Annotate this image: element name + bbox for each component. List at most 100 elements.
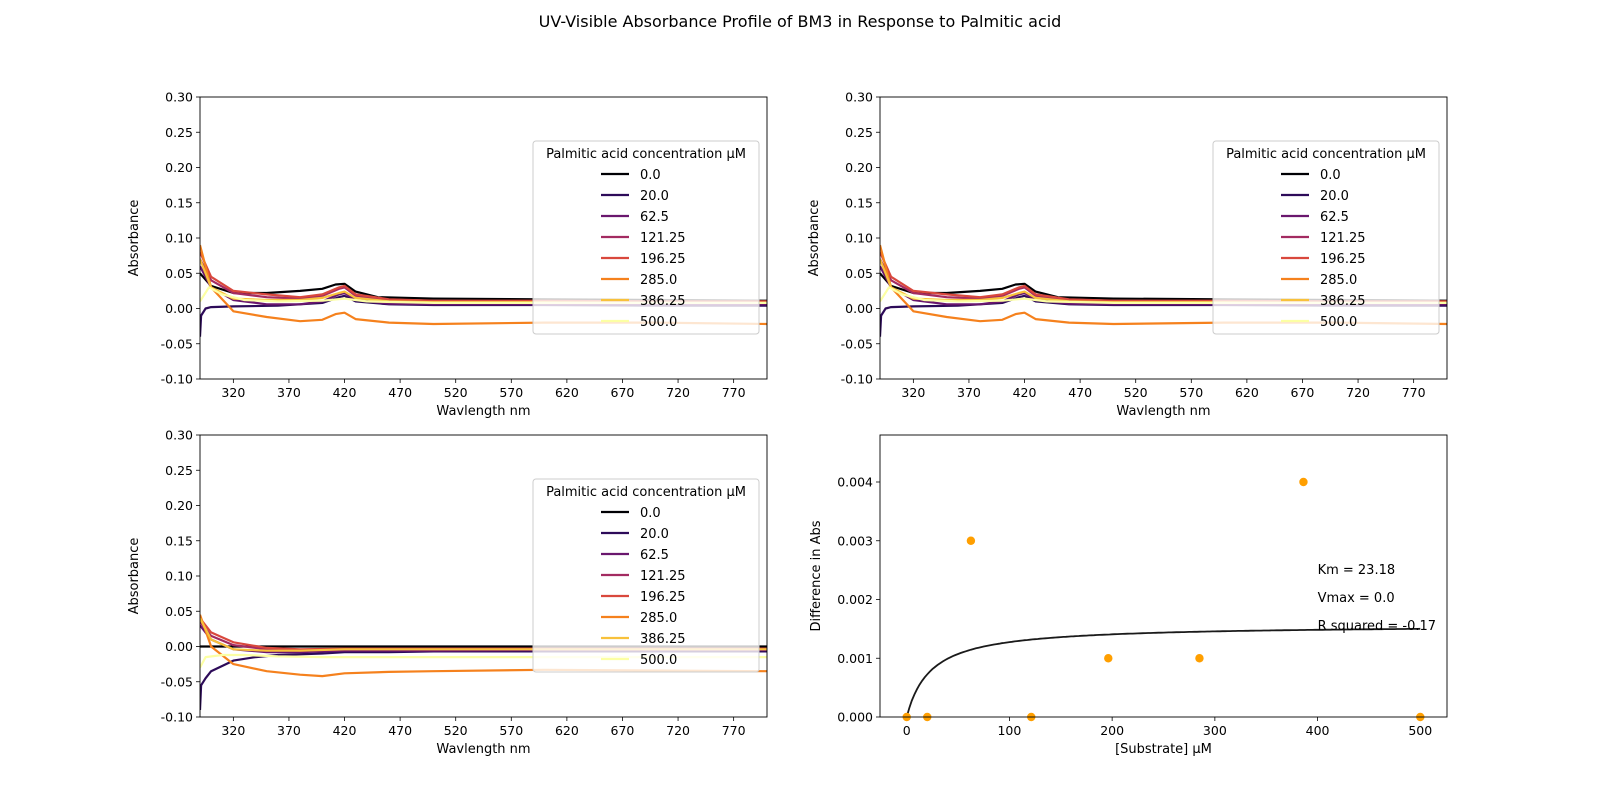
y-tick-label: 0.001 bbox=[837, 651, 873, 666]
series-line-285.0 bbox=[880, 244, 1447, 326]
annotation-2: R squared = -0.17 bbox=[1318, 619, 1437, 634]
x-tick-label: 200 bbox=[1100, 723, 1124, 738]
x-tick-label: 770 bbox=[722, 385, 746, 400]
legend-label-20.0: 20.0 bbox=[640, 527, 669, 542]
legend-label-196.25: 196.25 bbox=[640, 590, 686, 605]
x-axis-label: Wavlength nm bbox=[1116, 404, 1210, 419]
plot-area bbox=[880, 244, 1447, 337]
legend-label-196.25: 196.25 bbox=[640, 252, 686, 267]
legend-label-0.0: 0.0 bbox=[640, 506, 661, 521]
x-tick-label: 320 bbox=[221, 385, 245, 400]
y-tick-label: -0.05 bbox=[161, 674, 193, 689]
y-axis-label: Absorbance bbox=[807, 200, 822, 277]
y-tick-label: 0.30 bbox=[165, 90, 193, 105]
x-tick-label: 520 bbox=[444, 723, 468, 738]
y-tick-label: 0.10 bbox=[845, 231, 873, 246]
plot-area bbox=[905, 627, 1421, 717]
legend-label-285.0: 285.0 bbox=[640, 273, 677, 288]
y-tick-label: 0.20 bbox=[165, 498, 193, 513]
x-tick-label: 300 bbox=[1203, 723, 1227, 738]
series-line-20.0 bbox=[200, 650, 767, 711]
legend-label-500.0: 500.0 bbox=[640, 315, 677, 330]
y-axis-label: Difference in Abs bbox=[809, 520, 824, 631]
y-tick-label: -0.10 bbox=[841, 372, 873, 387]
data-point bbox=[1299, 477, 1308, 487]
y-tick-label: 0.00 bbox=[165, 639, 193, 654]
x-tick-label: 570 bbox=[499, 723, 523, 738]
data-point bbox=[1195, 654, 1204, 663]
legend: Palmitic acid concentration µM 0.0 20.0 62.… bbox=[1212, 140, 1440, 335]
x-tick-label: 670 bbox=[611, 385, 635, 400]
x-tick-label: 400 bbox=[1306, 723, 1330, 738]
y-tick-label: -0.05 bbox=[161, 336, 193, 351]
x-tick-label: 370 bbox=[957, 385, 981, 400]
y-tick-label: 0.002 bbox=[837, 592, 873, 607]
series-line-196.25 bbox=[200, 251, 767, 303]
x-tick-label: 520 bbox=[444, 385, 468, 400]
legend-box bbox=[1212, 140, 1440, 335]
legend: Palmitic acid concentration µM 0.0 20.0 62.… bbox=[532, 478, 760, 673]
y-tick-label: 0.25 bbox=[845, 125, 873, 140]
legend-label-386.25: 386.25 bbox=[1320, 294, 1366, 309]
x-axis-label: [Substrate] µM bbox=[1115, 742, 1212, 757]
y-tick-label: 0.15 bbox=[165, 533, 193, 548]
legend-box bbox=[532, 478, 760, 673]
y-tick-label: 0.25 bbox=[165, 125, 193, 140]
legend-label-121.25: 121.25 bbox=[640, 231, 686, 246]
figure-title: UV-Visible Absorbance Profile of BM3 in … bbox=[538, 12, 1062, 31]
x-tick-label: 670 bbox=[1291, 385, 1315, 400]
panel-bottom-left: 320 370 420 470 520 570 620 670 720 770 -0.10 -0.05… bbox=[127, 428, 768, 757]
y-tick-label: 0.000 bbox=[837, 710, 873, 725]
series-line-285.0 bbox=[200, 244, 767, 326]
x-tick-label: 720 bbox=[1346, 385, 1370, 400]
series-line-62.5 bbox=[880, 265, 1447, 306]
x-tick-label: 470 bbox=[388, 385, 412, 400]
x-tick-label: 370 bbox=[277, 723, 301, 738]
annotation-1: Vmax = 0.0 bbox=[1318, 591, 1395, 606]
legend-label-121.25: 121.25 bbox=[1320, 231, 1366, 246]
x-tick-label: 100 bbox=[997, 723, 1021, 738]
legend-label-62.5: 62.5 bbox=[1320, 210, 1349, 225]
y-tick-label: 0.15 bbox=[165, 195, 193, 210]
x-tick-label: 620 bbox=[555, 723, 579, 738]
legend-label-500.0: 500.0 bbox=[1320, 315, 1357, 330]
legend-label-20.0: 20.0 bbox=[640, 189, 669, 204]
legend-label-386.25: 386.25 bbox=[640, 632, 686, 647]
x-tick-label: 520 bbox=[1124, 385, 1148, 400]
y-tick-label: 0.10 bbox=[165, 231, 193, 246]
y-tick-label: 0.10 bbox=[165, 569, 193, 584]
x-tick-label: 570 bbox=[1179, 385, 1203, 400]
legend-label-0.0: 0.0 bbox=[1320, 168, 1341, 183]
x-tick-label: 720 bbox=[666, 723, 690, 738]
y-axis-label: Absorbance bbox=[127, 200, 142, 277]
x-tick-label: 470 bbox=[388, 723, 412, 738]
legend-box bbox=[532, 140, 760, 335]
y-tick-label: -0.10 bbox=[161, 372, 193, 387]
x-tick-label: 770 bbox=[1402, 385, 1426, 400]
legend-label-20.0: 20.0 bbox=[1320, 189, 1349, 204]
y-tick-label: 0.00 bbox=[165, 301, 193, 316]
y-tick-label: 0.15 bbox=[845, 195, 873, 210]
x-tick-label: 670 bbox=[611, 723, 635, 738]
x-axis-label: Wavlength nm bbox=[436, 742, 530, 757]
x-tick-label: 620 bbox=[555, 385, 579, 400]
x-axis-label: Wavlength nm bbox=[436, 404, 530, 419]
y-tick-label: 0.003 bbox=[837, 533, 873, 548]
fit-curve bbox=[905, 627, 1421, 717]
x-tick-label: 720 bbox=[666, 385, 690, 400]
x-tick-label: 500 bbox=[1408, 723, 1432, 738]
y-tick-label: 0.20 bbox=[165, 160, 193, 175]
x-tick-label: 470 bbox=[1068, 385, 1092, 400]
x-tick-label: 0 bbox=[903, 723, 911, 738]
x-tick-label: 420 bbox=[1013, 385, 1037, 400]
y-tick-label: 0.05 bbox=[165, 604, 193, 619]
x-tick-label: 420 bbox=[333, 723, 357, 738]
y-tick-label: 0.25 bbox=[165, 463, 193, 478]
y-tick-label: -0.10 bbox=[161, 710, 193, 725]
x-tick-label: 620 bbox=[1235, 385, 1259, 400]
y-tick-label: 0.20 bbox=[845, 160, 873, 175]
legend-label-285.0: 285.0 bbox=[1320, 273, 1357, 288]
data-point bbox=[1104, 654, 1113, 663]
panel-bottom-right: 0 100 200 300 400 500 0.000 0.001 0.002 0.003 0.00… bbox=[809, 434, 1448, 757]
